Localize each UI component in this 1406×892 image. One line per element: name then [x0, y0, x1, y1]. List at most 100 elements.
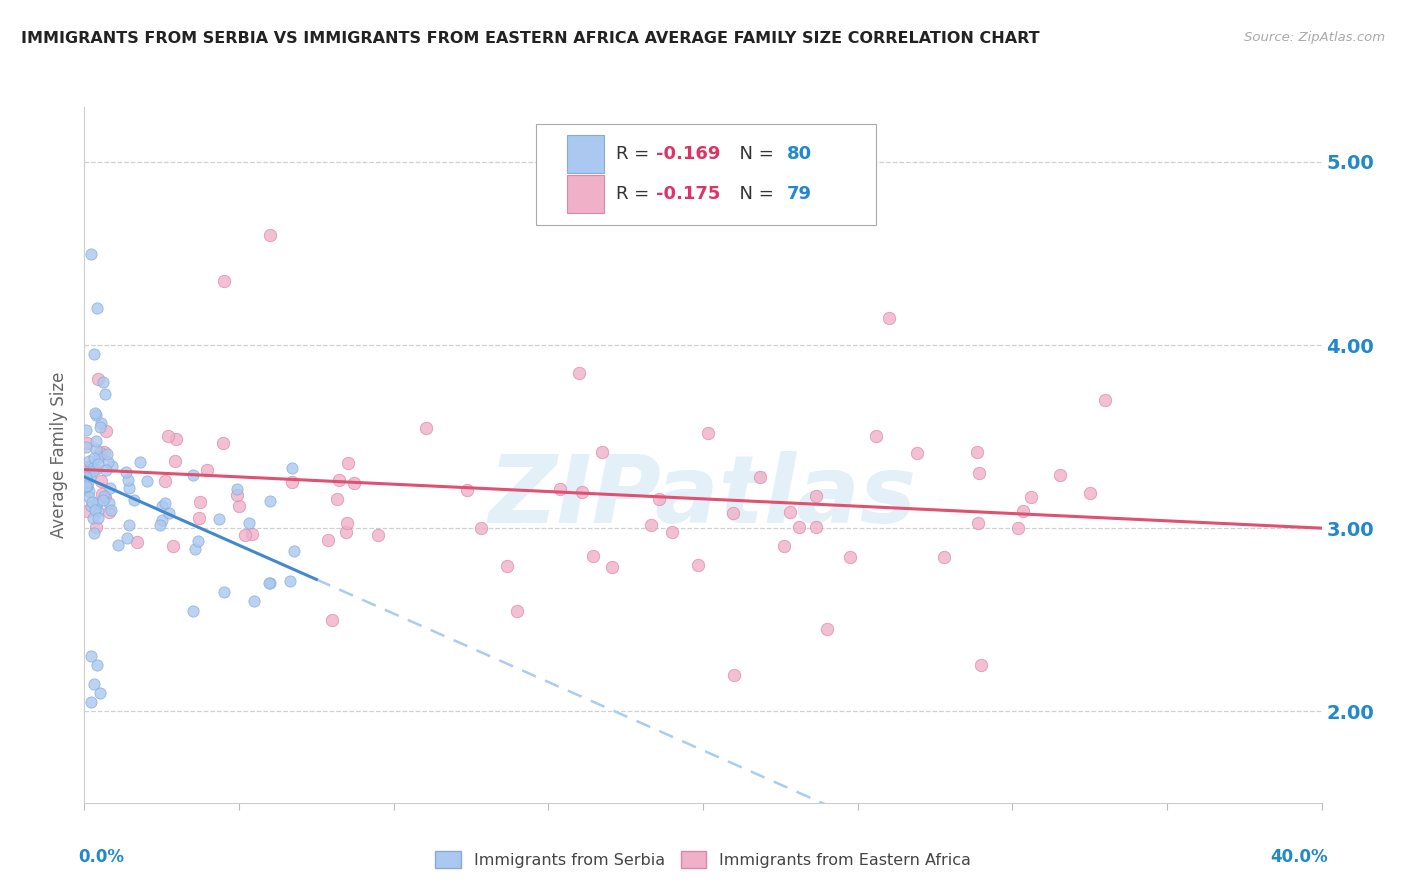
Point [155, 474, 177, 488]
Point [83, 347, 105, 361]
Point [970, 658, 993, 673]
Point [582, 549, 605, 563]
Point [79, 470, 101, 484]
Point [967, 467, 990, 481]
Text: -0.169: -0.169 [657, 145, 720, 163]
Text: R =: R = [616, 185, 655, 203]
Point [337, 457, 360, 471]
Point [661, 525, 683, 540]
Point [97, 505, 120, 519]
Point [804, 489, 827, 503]
Point [238, 516, 260, 531]
FancyBboxPatch shape [567, 175, 605, 213]
Point [83, 502, 105, 516]
Point [696, 426, 718, 441]
Point [259, 228, 281, 243]
Point [79, 246, 101, 260]
Point [640, 517, 662, 532]
Point [153, 496, 176, 510]
Point [550, 482, 572, 496]
Point [82, 511, 104, 525]
Point [87, 504, 110, 518]
Point [77, 490, 100, 504]
Point [118, 481, 141, 495]
Point [188, 495, 211, 509]
Point [94, 490, 117, 504]
Y-axis label: Average Family Size: Average Family Size [51, 372, 69, 538]
Point [89, 686, 111, 700]
Point [877, 310, 900, 325]
Point [772, 539, 794, 553]
Point [77, 483, 100, 498]
Point [84, 408, 107, 422]
Point [87, 511, 110, 525]
Text: 80: 80 [787, 145, 813, 163]
Point [93, 444, 115, 458]
Point [86, 496, 108, 510]
Point [94, 424, 117, 438]
Point [76, 460, 98, 475]
Point [966, 444, 988, 458]
Point [181, 468, 204, 483]
Point [905, 446, 928, 460]
Point [225, 488, 247, 502]
Point [163, 454, 186, 468]
Point [211, 436, 233, 450]
Point [195, 463, 218, 477]
Point [98, 495, 121, 509]
Point [82, 495, 104, 509]
Point [80, 499, 103, 513]
FancyBboxPatch shape [567, 136, 605, 173]
Point [328, 473, 350, 487]
Point [648, 491, 671, 506]
Point [932, 549, 955, 564]
Point [150, 513, 173, 527]
Point [162, 539, 184, 553]
Point [86, 461, 108, 475]
Point [688, 558, 710, 573]
Point [591, 445, 613, 459]
Point [75, 478, 97, 492]
Point [367, 528, 389, 542]
Point [242, 526, 264, 541]
Point [1019, 490, 1042, 504]
Point [283, 543, 305, 558]
Point [122, 493, 145, 508]
Text: ZIPatlas: ZIPatlas [489, 450, 917, 542]
Text: N =: N = [728, 145, 779, 163]
Point [212, 274, 235, 288]
Text: Source: ZipAtlas.com: Source: ZipAtlas.com [1244, 31, 1385, 45]
Point [90, 416, 112, 430]
Point [865, 429, 887, 443]
Point [96, 463, 118, 477]
Point [815, 622, 838, 636]
Point [75, 470, 97, 484]
Point [967, 516, 990, 531]
Point [83, 677, 105, 691]
Point [86, 301, 108, 316]
Point [76, 436, 98, 450]
Point [79, 695, 101, 709]
Point [118, 517, 141, 532]
Point [259, 576, 281, 591]
Point [779, 505, 801, 519]
Point [335, 524, 357, 539]
Point [1049, 468, 1071, 483]
Point [86, 658, 108, 673]
Point [83, 450, 105, 465]
Point [600, 560, 623, 574]
Point [343, 475, 366, 490]
Point [87, 458, 110, 472]
Point [568, 366, 591, 380]
Text: 40.0%: 40.0% [1270, 848, 1327, 866]
Point [87, 450, 110, 464]
Point [281, 475, 304, 490]
Point [165, 432, 187, 446]
Text: IMMIGRANTS FROM SERBIA VS IMMIGRANTS FROM EASTERN AFRICA AVERAGE FAMILY SIZE COR: IMMIGRANTS FROM SERBIA VS IMMIGRANTS FRO… [21, 31, 1039, 46]
Point [157, 429, 180, 443]
Point [257, 575, 280, 590]
Point [149, 517, 172, 532]
Point [228, 500, 250, 514]
Point [506, 603, 529, 617]
Point [84, 520, 107, 534]
